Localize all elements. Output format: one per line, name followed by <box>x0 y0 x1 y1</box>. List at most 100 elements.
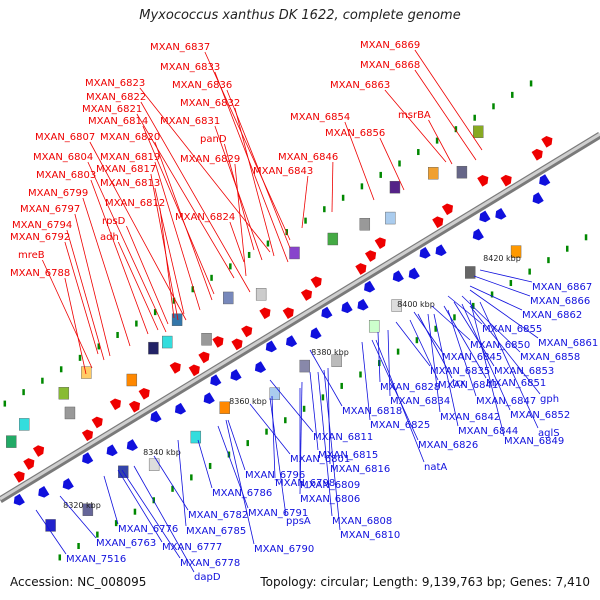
callout-line <box>309 371 319 451</box>
gene-label[interactable]: MXAN_6816 <box>330 464 390 475</box>
gene-label[interactable]: MXAN_6790 <box>254 544 314 555</box>
gene-label[interactable]: MXAN_6807 <box>35 132 95 143</box>
gene-label[interactable]: MXAN_6868 <box>360 60 420 71</box>
gene-label[interactable]: MXAN_6851 <box>486 378 546 389</box>
callout-line <box>249 403 291 455</box>
gene-label[interactable]: MXAN_6866 <box>530 296 590 307</box>
feature-box <box>289 246 300 260</box>
gene-label[interactable]: MXAN_7516 <box>66 554 126 565</box>
gene-label[interactable]: MXAN_6867 <box>532 282 592 293</box>
gene-label[interactable]: MXAN_6797 <box>20 204 80 215</box>
gene-label[interactable]: MXAN_6799 <box>28 188 88 199</box>
gene-label[interactable]: MXAN_6829 <box>180 154 240 165</box>
gene-label[interactable]: mreB <box>18 250 45 261</box>
gene-label[interactable]: MXAN_6853 <box>494 366 554 377</box>
gene-label[interactable]: MXAN_6813 <box>100 178 160 189</box>
gene-label[interactable]: MXAN_6785 <box>186 526 246 537</box>
gene-label[interactable]: MXAN_6849 <box>504 436 564 447</box>
gene-label[interactable]: MXAN_6823 <box>85 78 145 89</box>
feature-box <box>465 266 476 279</box>
gene-label[interactable]: MXAN_6844 <box>458 426 518 437</box>
gene-label[interactable]: MXAN_6817 <box>96 164 156 175</box>
gene-label[interactable]: MXAN_6822 <box>86 92 146 103</box>
gene-label[interactable]: MXAN_6809 <box>300 480 360 491</box>
forward-gene <box>23 458 35 470</box>
gene-label[interactable]: MXAN_6786 <box>212 488 272 499</box>
gene-label[interactable]: MXAN_6803 <box>36 170 96 181</box>
track-tick <box>584 234 588 241</box>
reverse-gene <box>285 335 298 347</box>
gene-label[interactable]: MXAN_6777 <box>162 542 222 553</box>
reverse-gene <box>150 410 162 423</box>
gene-label[interactable]: panD <box>200 134 227 145</box>
gene-label[interactable]: gph <box>540 394 559 405</box>
gene-label[interactable]: MXAN_6834 <box>390 396 450 407</box>
callout-line <box>133 465 195 573</box>
callout-line <box>42 259 93 369</box>
gene-label[interactable]: MXAN_6858 <box>520 352 580 363</box>
gene-label[interactable]: MXAN_6831 <box>160 116 220 127</box>
gene-label[interactable]: MXAN_6863 <box>330 80 390 91</box>
gene-label[interactable]: trx <box>452 378 466 389</box>
gene-label[interactable]: adh <box>100 232 119 243</box>
gene-label[interactable]: MXAN_6846 <box>278 152 338 163</box>
gene-label[interactable]: MXAN_6804 <box>33 152 93 163</box>
gene-label[interactable]: MXAN_6824 <box>175 212 235 223</box>
gene-label[interactable]: MXAN_6812 <box>105 198 165 209</box>
gene-label[interactable]: MXAN_6826 <box>418 440 478 451</box>
gene-label[interactable]: MXAN_6814 <box>88 116 148 127</box>
gene-label[interactable]: MXAN_6855 <box>482 324 542 335</box>
gene-label[interactable]: MXAN_6763 <box>96 538 156 549</box>
gene-label[interactable]: MXAN_6825 <box>370 420 430 431</box>
gene-label[interactable]: MXAN_6791 <box>248 508 308 519</box>
gene-label[interactable]: MXAN_6832 <box>180 98 240 109</box>
callout-line <box>140 101 251 293</box>
gene-label[interactable]: dapD <box>194 572 221 583</box>
gene-label[interactable]: MXAN_6782 <box>188 510 248 521</box>
gene-label[interactable]: MXAN_6852 <box>510 410 570 421</box>
gene-label[interactable]: MXAN_6798 <box>275 478 335 489</box>
gene-label[interactable]: MXAN_6808 <box>332 516 392 527</box>
gene-label[interactable]: msrBA <box>398 110 431 121</box>
gene-label[interactable]: MXAN_6818 <box>342 406 402 417</box>
gene-label[interactable]: MXAN_6861 <box>538 338 598 349</box>
gene-label[interactable]: natA <box>424 462 447 473</box>
gene-label[interactable]: MXAN_6845 <box>442 352 502 363</box>
callout-line <box>59 495 97 539</box>
gene-label[interactable]: MXAN_6819 <box>100 152 160 163</box>
gene-label[interactable]: MXAN_6837 <box>150 42 210 53</box>
gene-label[interactable]: MXAN_6836 <box>172 80 232 91</box>
gene-label[interactable]: MXAN_6869 <box>360 40 420 51</box>
gene-label[interactable]: MXAN_6835 <box>430 366 490 377</box>
gene-label[interactable]: MXAN_6841 <box>438 380 498 391</box>
gene-label[interactable]: MXAN_6801 <box>290 454 350 465</box>
gene-label[interactable]: rpsD <box>102 216 126 227</box>
gene-label[interactable]: MXAN_6792 <box>10 232 70 243</box>
gene-label[interactable]: ppsA <box>286 516 311 527</box>
track-tick <box>473 114 476 121</box>
callout-line <box>225 419 255 545</box>
gene-label[interactable]: MXAN_6833 <box>160 62 220 73</box>
gene-label[interactable]: MXAN_6788 <box>10 268 70 279</box>
gene-label[interactable]: MXAN_6856 <box>325 128 385 139</box>
track-tick <box>379 171 382 178</box>
gene-label[interactable]: MXAN_6778 <box>180 558 240 569</box>
gene-label[interactable]: MXAN_6854 <box>290 112 350 123</box>
gene-label[interactable]: MXAN_6811 <box>313 432 373 443</box>
gene-label[interactable]: MXAN_6828 <box>380 382 440 393</box>
track-tick <box>77 542 80 549</box>
track-tick <box>265 428 268 435</box>
gene-label[interactable]: MXAN_6776 <box>118 524 178 535</box>
gene-label[interactable]: MXAN_6810 <box>340 530 400 541</box>
gene-label[interactable]: MXAN_6862 <box>522 310 582 321</box>
gene-label[interactable]: MXAN_6843 <box>253 166 313 177</box>
topology-text: Topology: circular; Length: 9,139,763 bp… <box>260 575 590 589</box>
gene-label[interactable]: MXAN_6821 <box>82 104 142 115</box>
gene-label[interactable]: MXAN_6842 <box>440 412 500 423</box>
gene-label[interactable]: MXAN_6815 <box>318 450 378 461</box>
gene-label[interactable]: MXAN_6794 <box>12 220 72 231</box>
reverse-gene <box>62 478 74 490</box>
gene-label[interactable]: MXAN_6820 <box>100 132 160 143</box>
gene-label[interactable]: aglS <box>538 428 560 439</box>
callout-line <box>371 339 419 441</box>
